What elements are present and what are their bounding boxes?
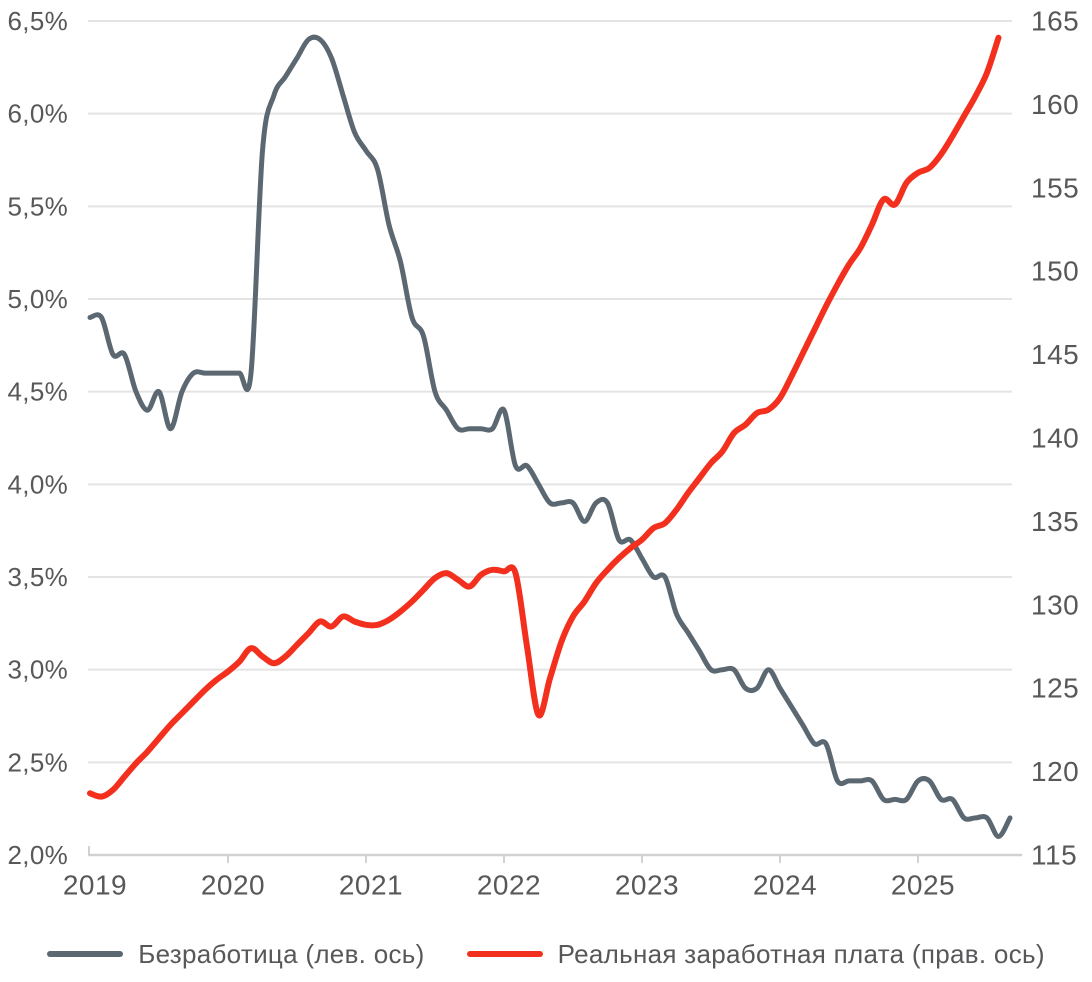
right-axis-tick-label: 120 [1031,756,1079,787]
right-axis-tick-label: 165 [1031,6,1079,37]
left-axis-tick-label: 4,5% [8,377,68,407]
right-axis-tick-label: 115 [1031,840,1077,871]
right-axis-tick-label: 130 [1031,589,1079,620]
real-wage-line-swatch-icon [466,951,543,957]
legend-item-real-wage: Реальная заработная плата (прав. ось) [466,938,1045,970]
left-axis-tick-label: 2,5% [8,747,68,777]
right-axis-tick-label: 150 [1031,256,1079,287]
left-axis-tick-label: 5,5% [8,191,68,221]
left-axis-tick-label: 6,5% [8,6,68,36]
right-axis-tick-label: 140 [1031,423,1079,454]
x-axis-tick-label: 2020 [201,870,265,901]
legend-label-unemployment: Безработица (лев. ось) [138,938,425,969]
real-wage-line [87,34,1002,800]
x-axis-tick-label: 2025 [891,870,955,901]
right-axis-tick-label: 160 [1031,89,1079,120]
x-axis-tick-label: 2023 [615,870,679,901]
right-axis-tick-label: 135 [1031,506,1079,537]
right-axis-tick-label: 125 [1031,673,1079,704]
unemployment-line [87,34,1013,839]
left-axis-tick-label: 5,0% [8,284,68,314]
x-axis-tick-label: 2024 [753,870,817,901]
x-axis-tick-label: 2022 [477,870,541,901]
left-axis-tick-label: 2,0% [8,840,68,870]
left-axis-tick-label: 4,0% [8,469,68,499]
x-axis-tick-label: 2021 [339,870,403,901]
legend-item-unemployment: Безработица (лев. ось) [47,939,424,970]
unemployment-line-swatch-icon [47,951,124,957]
chart-legend: Безработица (лев. ось) Реальная заработн… [0,929,1092,979]
right-axis-tick-label: 145 [1031,339,1079,370]
left-axis-tick-label: 6,0% [8,99,68,129]
right-axis-tick-label: 155 [1031,172,1079,203]
x-axis-tick-label: 2019 [63,870,127,901]
left-axis-tick-label: 3,0% [8,655,68,685]
left-axis-tick-label: 3,5% [8,562,68,592]
legend-label-real-wage: Реальная заработная плата (прав. ось) [557,938,1045,969]
